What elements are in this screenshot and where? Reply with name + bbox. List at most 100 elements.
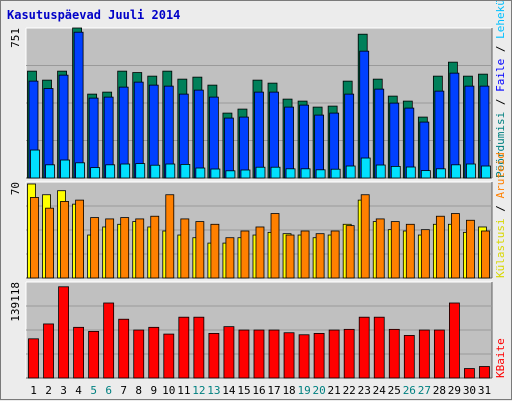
sites-bar [120, 217, 130, 279]
sites-bar [345, 225, 355, 279]
x-tick-label: 18 [282, 384, 295, 397]
pages-bar [90, 167, 101, 179]
x-tick-label: 24 [373, 384, 387, 397]
x-tick-label: 12 [192, 384, 205, 397]
x-tick-label: 31 [478, 384, 491, 397]
top-panel-legend-part: Pöördumisi [494, 112, 507, 178]
pages-bar [451, 164, 461, 179]
x-tick-label: 26 [403, 384, 416, 397]
sites-bar [330, 230, 340, 279]
x-tick-label: 13 [207, 384, 220, 397]
x-tick-label: 5 [90, 384, 97, 397]
kbytes-bar [28, 338, 39, 379]
sites-bar [150, 215, 160, 279]
pages-bar [210, 168, 221, 179]
files-bar [344, 93, 355, 179]
kbytes-bar [373, 316, 385, 379]
sites-bar [420, 229, 430, 279]
pages-bar [60, 159, 70, 179]
pages-bar [255, 166, 266, 179]
pages-bar [165, 163, 176, 179]
kbytes-bar [298, 334, 310, 379]
kbytes-bar [268, 329, 280, 379]
files-bar [434, 90, 445, 179]
pages-bar [300, 168, 311, 179]
sites-bar [451, 213, 460, 279]
sites-bar [481, 230, 490, 279]
x-tick-label: 10 [162, 384, 175, 397]
x-tick-label: 1 [30, 384, 37, 397]
sites-bar [270, 213, 280, 279]
middle-panel-legend-part: Külastusi [494, 218, 507, 278]
files-bar [254, 91, 264, 179]
sites-bar [405, 223, 415, 279]
pages-bar [285, 168, 296, 179]
pages-bar [315, 169, 326, 179]
sites-bar [360, 194, 370, 279]
sites-bar [165, 194, 175, 279]
files-bar [329, 112, 340, 179]
kbytes-bar [313, 333, 325, 379]
sites-bar [90, 217, 100, 279]
sites-bar [45, 207, 54, 279]
kbytes-bar [328, 329, 340, 379]
kbytes-bar [193, 316, 205, 379]
x-tick-label: 9 [150, 384, 157, 397]
kbytes-bar [388, 328, 400, 379]
pages-bar [225, 170, 236, 179]
chart-title: Kasutuspäevad Juuli 2014 [7, 8, 181, 22]
files-bar [193, 89, 204, 179]
kbytes-bar [208, 333, 220, 379]
kbytes-bar [253, 329, 265, 379]
top-panel-ymax-label: 751 [9, 28, 22, 48]
pages-bar [420, 170, 431, 179]
files-bar [479, 85, 490, 179]
x-tick-label: 15 [237, 384, 250, 397]
x-tick-label: 11 [177, 384, 190, 397]
bottom-panel-legend: KBaite [494, 338, 507, 378]
x-tick-label: 14 [222, 384, 236, 397]
kbytes-bar [283, 332, 295, 379]
x-tick-label: 21 [328, 384, 341, 397]
sites-bar [435, 215, 445, 279]
pages-bar [345, 165, 356, 179]
pages-bar [45, 164, 55, 179]
x-tick-label: 30 [463, 384, 476, 397]
pages-bar [360, 157, 371, 179]
x-tick-label: 27 [418, 384, 431, 397]
sites-bar [300, 230, 310, 279]
top-panel-legend-part: Lehekülgi [494, 1, 507, 39]
pages-bar [390, 166, 401, 179]
files-bar [419, 121, 430, 179]
x-tick-label: 7 [120, 384, 127, 397]
pages-bar [375, 164, 386, 179]
x-tick-label: 28 [433, 384, 446, 397]
kbytes-bar [58, 286, 69, 379]
middle-panel-ymax-label: 70 [9, 182, 22, 195]
files-bar [148, 84, 159, 179]
x-tick-label: 19 [297, 384, 310, 397]
pages-bar [135, 163, 146, 179]
kbytes-bar [433, 329, 445, 379]
sites-bar [105, 218, 115, 279]
files-bar [224, 117, 234, 179]
sites-bar [75, 199, 84, 279]
bottom-panel-legend-part: KBaite [494, 338, 507, 378]
top-panel-legend-part: Faile [494, 59, 507, 92]
sites-bar [390, 221, 400, 279]
sites-bar [225, 237, 235, 279]
sites-bar [315, 233, 325, 279]
pages-bar [195, 167, 206, 179]
files-bar [269, 91, 279, 179]
pages-bar [105, 164, 116, 179]
x-tick-label: 3 [60, 384, 67, 397]
files-bar [73, 31, 84, 179]
pages-bar [120, 163, 131, 179]
x-tick-label: 16 [252, 384, 265, 397]
files-bar [449, 72, 460, 179]
kbytes-bar [479, 366, 490, 379]
pages-bar [270, 166, 281, 179]
sites-bar [240, 230, 250, 279]
sites-bar [135, 218, 145, 279]
pages-bar [435, 168, 446, 179]
